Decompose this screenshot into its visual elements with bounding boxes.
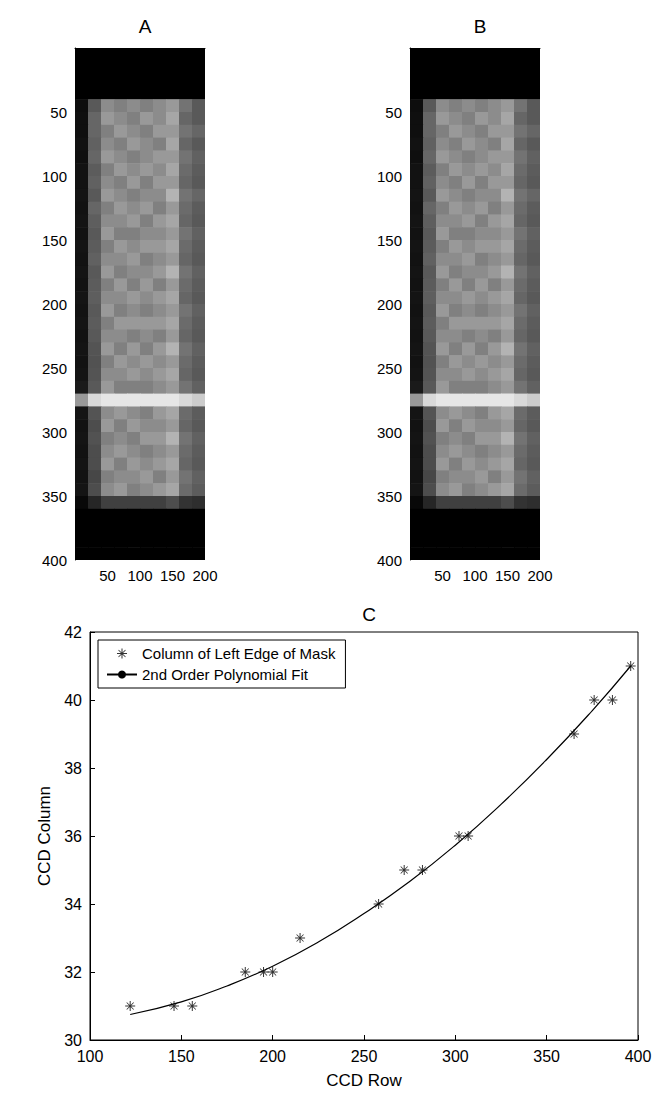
svg-text:40: 40	[64, 692, 82, 709]
svg-text:200: 200	[259, 1048, 286, 1065]
svg-text:350: 350	[533, 1048, 560, 1065]
svg-text:100: 100	[462, 567, 487, 584]
svg-text:300: 300	[442, 1048, 469, 1065]
svg-text:150: 150	[160, 567, 185, 584]
svg-text:350: 350	[377, 488, 402, 505]
svg-text:200: 200	[527, 567, 552, 584]
svg-text:34: 34	[64, 896, 82, 913]
svg-text:400: 400	[625, 1048, 652, 1065]
svg-text:Column of Left Edge of Mask: Column of Left Edge of Mask	[142, 645, 336, 662]
svg-text:38: 38	[64, 760, 82, 777]
svg-text:100: 100	[127, 567, 152, 584]
svg-text:350: 350	[42, 488, 67, 505]
svg-text:250: 250	[377, 360, 402, 377]
svg-text:150: 150	[42, 232, 67, 249]
svg-text:300: 300	[42, 424, 67, 441]
svg-text:B: B	[474, 16, 487, 37]
svg-text:A: A	[139, 16, 152, 37]
svg-text:200: 200	[42, 296, 67, 313]
svg-text:C: C	[362, 604, 376, 625]
svg-text:50: 50	[385, 104, 402, 121]
svg-text:32: 32	[64, 964, 82, 981]
svg-text:50: 50	[50, 104, 67, 121]
svg-text:200: 200	[377, 296, 402, 313]
svg-text:CCD Column: CCD Column	[35, 786, 54, 886]
svg-text:50: 50	[434, 567, 451, 584]
svg-text:250: 250	[42, 360, 67, 377]
svg-text:400: 400	[377, 552, 402, 569]
svg-text:100: 100	[377, 168, 402, 185]
svg-text:400: 400	[42, 552, 67, 569]
svg-text:36: 36	[64, 828, 82, 845]
svg-text:30: 30	[64, 1032, 82, 1049]
svg-text:2nd Order Polynomial Fit: 2nd Order Polynomial Fit	[142, 666, 309, 683]
svg-text:200: 200	[192, 567, 217, 584]
svg-text:50: 50	[99, 567, 116, 584]
svg-text:CCD Row: CCD Row	[326, 1071, 402, 1090]
svg-text:42: 42	[64, 624, 82, 641]
svg-text:100: 100	[42, 168, 67, 185]
svg-text:150: 150	[168, 1048, 195, 1065]
svg-text:100: 100	[77, 1048, 104, 1065]
svg-text:250: 250	[351, 1048, 378, 1065]
svg-text:300: 300	[377, 424, 402, 441]
svg-text:150: 150	[377, 232, 402, 249]
svg-text:150: 150	[495, 567, 520, 584]
